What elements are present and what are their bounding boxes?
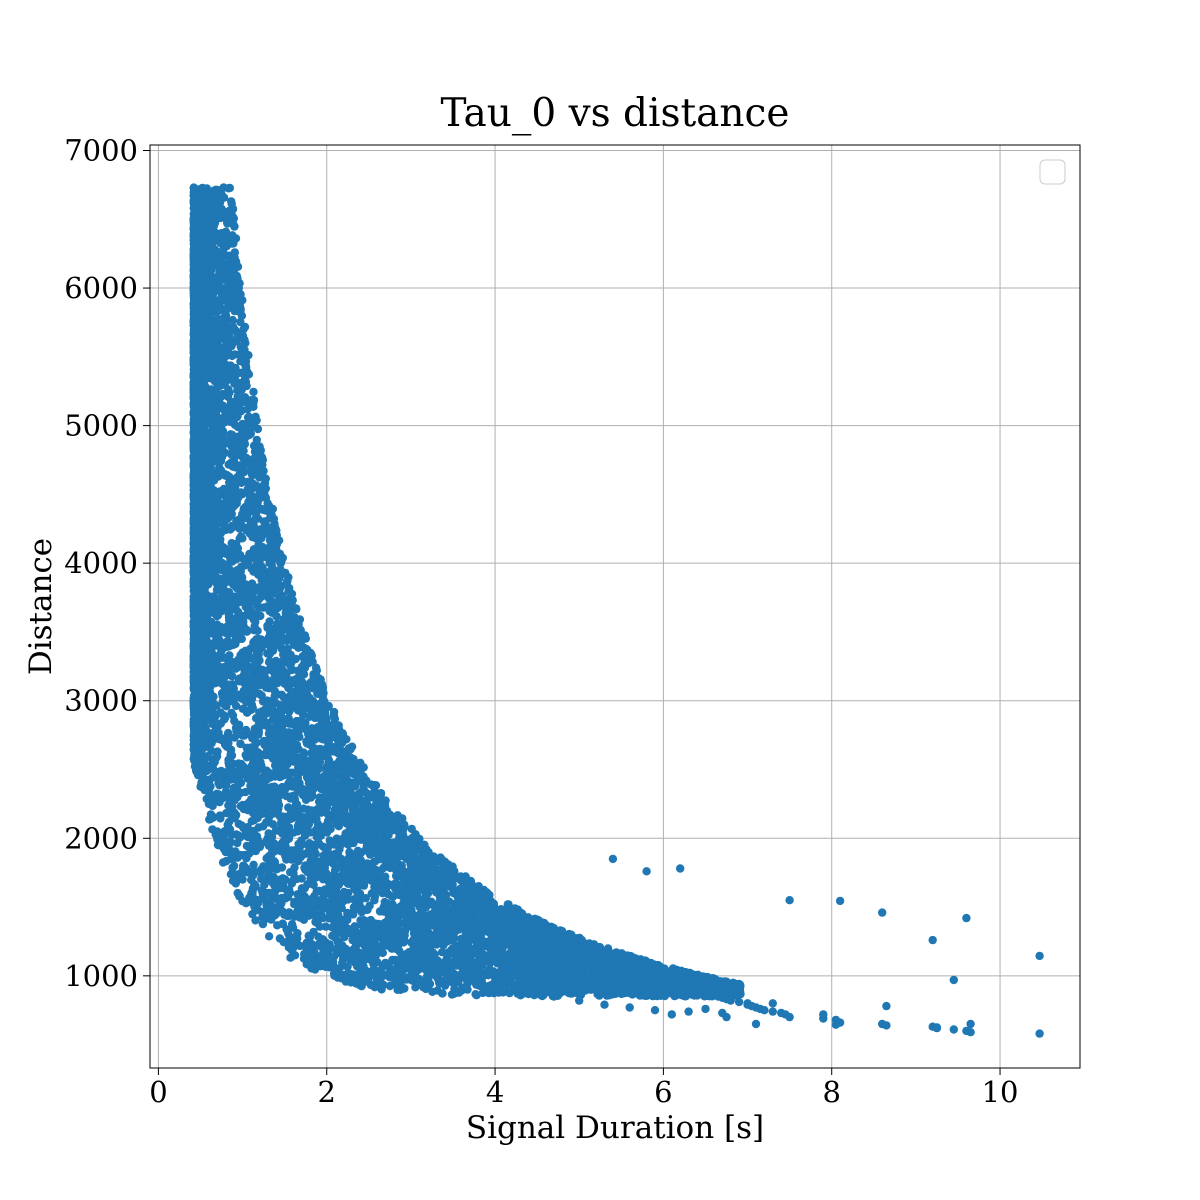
scatter-point <box>235 524 244 533</box>
scatter-point <box>248 909 257 919</box>
scatter-point <box>312 682 321 692</box>
scatter-point <box>347 742 357 751</box>
scatter-point <box>241 787 250 797</box>
scatter-point <box>228 672 237 681</box>
scatter-point <box>249 387 258 397</box>
scatter-point <box>222 305 232 314</box>
scatter-point <box>285 707 294 716</box>
scatter-point <box>395 814 404 823</box>
scatter-point <box>329 707 339 717</box>
scatter-point <box>294 857 303 866</box>
grid-lines <box>150 145 1080 1068</box>
scatter-point <box>428 900 437 909</box>
scatter-point <box>216 814 225 823</box>
scatter-point <box>337 898 346 908</box>
scatter-point <box>258 505 268 514</box>
scatter-point <box>278 919 287 928</box>
scatter-point <box>251 916 260 925</box>
scatter-points <box>189 183 1044 1038</box>
scatter-point <box>287 792 296 801</box>
scatter-point <box>353 962 362 971</box>
scatter-point <box>454 988 464 997</box>
scatter-point <box>353 846 363 855</box>
